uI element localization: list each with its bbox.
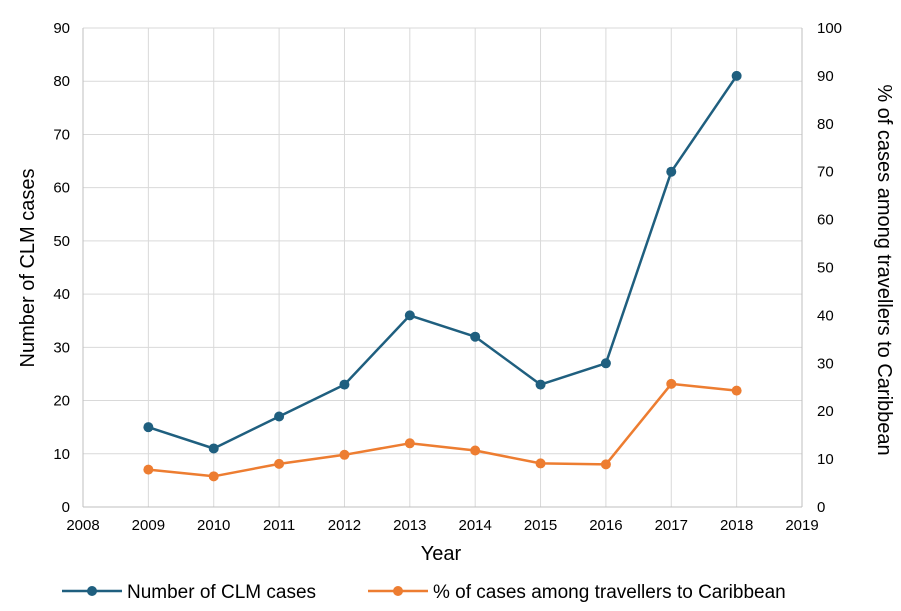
data-point-series-1 bbox=[404, 438, 415, 449]
series-line-1 bbox=[148, 382, 737, 478]
data-point-series-1 bbox=[274, 458, 285, 469]
y-tick-label: 30 bbox=[53, 339, 70, 356]
data-point-series-1 bbox=[600, 459, 611, 470]
y-tick-label: 10 bbox=[53, 446, 70, 463]
data-point-series-0 bbox=[731, 70, 742, 81]
data-point-series-1 bbox=[143, 464, 154, 475]
x-tick-label: 2017 bbox=[655, 517, 688, 534]
y2-tick-label: 70 bbox=[817, 164, 834, 181]
y2-tick-label: 100 bbox=[817, 20, 842, 37]
y-tick-label: 60 bbox=[53, 180, 70, 197]
y-tick-label: 70 bbox=[53, 126, 70, 143]
data-point-series-0 bbox=[470, 331, 481, 342]
x-tick-label: 2019 bbox=[785, 517, 818, 534]
legend-label-caribbean-pct: % of cases among travellers to Caribbean bbox=[433, 582, 786, 603]
x-tick-label: 2015 bbox=[524, 517, 557, 534]
legend: Number of CLM cases % of cases among tra… bbox=[62, 582, 786, 603]
x-axis-title: Year bbox=[421, 543, 462, 565]
series bbox=[143, 70, 742, 482]
x-tick-label: 2016 bbox=[589, 517, 622, 534]
y-tick-label: 0 bbox=[62, 499, 70, 516]
y2-tick-label: 80 bbox=[817, 116, 834, 133]
y2-tick-label: 10 bbox=[817, 451, 834, 468]
x-tick-label: 2011 bbox=[263, 517, 295, 534]
y2-tick-label: 0 bbox=[817, 499, 825, 516]
data-point-series-0 bbox=[208, 443, 219, 454]
y-tick-label: 50 bbox=[53, 233, 70, 250]
data-point-series-0 bbox=[274, 411, 285, 422]
data-point-series-1 bbox=[731, 385, 742, 396]
data-point-series-0 bbox=[600, 358, 611, 369]
y2-tick-label: 20 bbox=[817, 403, 834, 420]
y2-tick-label: 30 bbox=[817, 355, 834, 372]
y-tick-label: 80 bbox=[53, 73, 70, 90]
x-tick-label: 2010 bbox=[197, 517, 230, 534]
y-tick-label: 40 bbox=[53, 286, 70, 303]
series-line-0 bbox=[148, 75, 738, 450]
gridlines bbox=[82, 27, 803, 508]
y2-axis-title: % of cases among travellers to Caribbean bbox=[873, 84, 895, 455]
y-tick-label: 20 bbox=[53, 393, 70, 410]
y-tick-label: 90 bbox=[53, 20, 70, 37]
data-point-series-1 bbox=[208, 471, 219, 482]
x-tick-label: 2008 bbox=[66, 517, 99, 534]
data-point-series-1 bbox=[339, 449, 350, 460]
axes bbox=[82, 28, 803, 508]
data-point-series-0 bbox=[535, 379, 546, 390]
legend-marker-caribbean-pct bbox=[393, 586, 403, 596]
data-point-series-0 bbox=[404, 310, 415, 321]
y2-tick-label: 40 bbox=[817, 307, 834, 324]
y-axis-title: Number of CLM cases bbox=[17, 169, 39, 368]
legend-marker-clm-cases bbox=[87, 586, 97, 596]
data-point-series-0 bbox=[666, 166, 677, 177]
data-point-series-1 bbox=[535, 458, 546, 469]
legend-label-clm-cases: Number of CLM cases bbox=[127, 582, 316, 603]
data-point-series-0 bbox=[143, 422, 154, 433]
x-tick-label: 2014 bbox=[458, 517, 491, 534]
x-tick-label: 2012 bbox=[328, 517, 361, 534]
y2-tick-label: 50 bbox=[817, 260, 834, 277]
data-point-series-1 bbox=[470, 445, 481, 456]
y2-tick-label: 60 bbox=[817, 212, 834, 229]
x-tick-label: 2009 bbox=[132, 517, 165, 534]
y2-tick-label: 90 bbox=[817, 68, 834, 85]
x-tick-label: 2018 bbox=[720, 517, 753, 534]
data-point-series-1 bbox=[666, 378, 677, 389]
x-tick-label: 2013 bbox=[393, 517, 426, 534]
data-point-series-0 bbox=[339, 379, 350, 390]
